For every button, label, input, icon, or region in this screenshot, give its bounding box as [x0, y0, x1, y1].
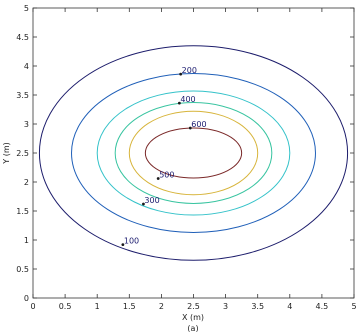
contour-label-marker-300	[142, 202, 145, 206]
x-tick-label: 1.5	[123, 302, 136, 311]
contour-label-marker-400	[177, 101, 181, 105]
contour-label-marker-100	[121, 243, 125, 247]
contour-label-marker-200	[179, 72, 183, 76]
x-tick-label: 4.5	[316, 302, 329, 311]
contour-lines	[38, 45, 349, 261]
plot-area	[32, 7, 355, 299]
x-axis-label: X (m)	[182, 313, 204, 322]
x-tick-label: 0.5	[59, 302, 72, 311]
contour-labels: 100 200 300 400 500 600	[121, 66, 207, 247]
contour-label-300: 300	[144, 196, 159, 205]
y-tick-label: 2.5	[16, 149, 29, 158]
y-tick-label: 1	[24, 236, 29, 245]
y-tick-label: 0.5	[16, 265, 29, 274]
x-tick-label: 2.5	[187, 302, 200, 311]
contour-label-400: 400	[180, 95, 195, 104]
x-axis-ticks: 0 0.5 1 1.5 2 2.5 3 3.5 4 4.5 5	[30, 8, 357, 311]
chart-caption: (a)	[187, 324, 198, 332]
contour-line-300	[96, 90, 291, 216]
y-axis-label: Y (m)	[2, 142, 11, 164]
x-tick-label: 2	[159, 302, 164, 311]
x-tick-label: 1	[95, 302, 100, 311]
y-tick-label: 4.5	[16, 33, 29, 42]
y-tick-label: 3.5	[16, 91, 29, 100]
y-tick-label: 0	[24, 294, 29, 303]
contour-line-200	[71, 73, 316, 233]
x-tick-label: 0	[30, 302, 35, 311]
x-tick-label: 5	[351, 302, 356, 311]
x-tick-label: 3	[223, 302, 228, 311]
y-tick-label: 1.5	[16, 207, 29, 216]
contour-label-marker-600	[188, 126, 192, 130]
x-tick-label: 3.5	[251, 302, 264, 311]
y-axis-ticks: 0 0.5 1 1.5 2 2.5 3 3.5 4 4.5 5	[16, 4, 354, 303]
contour-label-100: 100	[124, 237, 139, 246]
contour-label-600: 600	[191, 120, 206, 129]
contour-line-500	[128, 110, 259, 196]
contour-label-200: 200	[182, 66, 197, 75]
y-tick-label: 5	[24, 4, 29, 13]
contour-label-500: 500	[159, 171, 174, 180]
x-tick-label: 4	[287, 302, 292, 311]
y-tick-label: 2	[24, 178, 29, 187]
contour-label-marker-500	[156, 177, 160, 180]
contour-line-100	[38, 45, 349, 261]
contour-line-600	[144, 127, 243, 179]
y-tick-label: 4	[24, 62, 29, 71]
y-tick-label: 3	[24, 120, 29, 129]
contour-line-400	[114, 102, 273, 204]
